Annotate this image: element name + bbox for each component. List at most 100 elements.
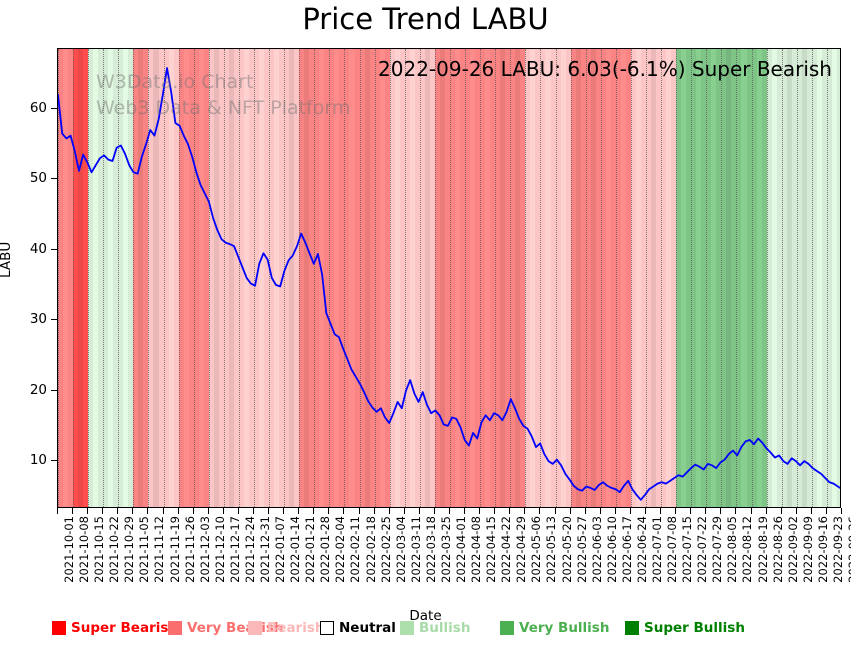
x-axis-tick-mark xyxy=(795,508,797,514)
x-axis-tick-mark xyxy=(449,508,450,514)
x-axis-tick-mark xyxy=(433,508,435,514)
x-axis-tick-mark xyxy=(690,508,692,514)
x-axis-tick-mark xyxy=(358,508,360,514)
gridline xyxy=(495,49,497,507)
sentiment-sub-band xyxy=(289,49,295,507)
x-axis-tick-mark xyxy=(569,508,571,514)
x-axis-tick-label: 2021-12-10 xyxy=(212,516,227,583)
x-axis-tick-mark xyxy=(599,508,601,514)
sentiment-sub-band xyxy=(228,49,234,507)
x-axis-tick-label: 2022-04-15 xyxy=(484,516,499,583)
y-axis-tick-label: 40 xyxy=(29,240,47,257)
x-axis-tick-mark xyxy=(313,508,315,514)
x-axis-tick-label: 2022-06-17 xyxy=(619,516,634,583)
sentiment-sub-band xyxy=(485,49,491,507)
gridline xyxy=(570,49,572,507)
x-axis-tick-label: 2021-10-08 xyxy=(77,516,92,583)
gridline xyxy=(419,49,421,507)
gridline xyxy=(389,49,391,507)
sentiment-sub-band xyxy=(138,49,144,507)
gridline xyxy=(600,49,602,507)
sentiment-sub-band xyxy=(650,49,657,507)
gridline xyxy=(706,49,708,507)
gridline xyxy=(314,49,316,507)
current-value-annotation: 2022-09-26 LABU: 6.03(-6.1%) Super Beari… xyxy=(378,57,832,81)
x-axis-tick-label: 2021-12-24 xyxy=(242,516,257,583)
x-axis-tick-mark xyxy=(614,508,616,514)
x-axis-tick-label: 2022-01-14 xyxy=(288,516,303,583)
sentiment-sub-band xyxy=(831,49,838,507)
sentiment-sub-band xyxy=(379,49,385,507)
sentiment-sub-band xyxy=(454,49,461,507)
legend-item-label: Very Bullish xyxy=(519,620,610,636)
legend-item[interactable]: Super Bullish xyxy=(625,620,745,636)
x-axis-tick-label: 2021-12-03 xyxy=(197,516,212,583)
sentiment-sub-band xyxy=(198,49,204,507)
gridline xyxy=(434,49,436,507)
gridline xyxy=(826,49,828,507)
x-axis-tick-label: 2022-08-19 xyxy=(755,516,770,583)
sentiment-sub-band xyxy=(545,49,551,507)
x-axis-tick-mark xyxy=(132,508,134,514)
x-axis-tick-mark xyxy=(780,508,782,514)
y-axis-tick-mark xyxy=(51,389,57,391)
x-axis-tick-label: 2022-03-04 xyxy=(393,516,408,583)
x-axis-tick-label: 2022-05-13 xyxy=(544,516,559,583)
legend-item[interactable]: Bullish xyxy=(400,620,470,636)
x-axis-tick-mark xyxy=(524,508,526,514)
x-axis-tick-mark xyxy=(147,508,149,514)
x-axis-tick-label: 2022-04-08 xyxy=(469,516,484,583)
gridline xyxy=(585,49,587,507)
x-axis-tick-mark xyxy=(373,508,375,514)
gridline xyxy=(148,49,150,507)
x-axis-tick-mark xyxy=(750,508,752,514)
legend-item[interactable]: Very Bullish xyxy=(500,620,609,636)
gridline xyxy=(404,49,406,507)
x-axis-tick-mark xyxy=(825,508,827,514)
gridline xyxy=(193,49,195,507)
sentiment-sub-band xyxy=(515,49,521,507)
x-axis-tick-mark xyxy=(841,508,842,514)
gridline xyxy=(646,49,647,507)
y-axis-tick-label: 50 xyxy=(29,170,47,187)
gridline xyxy=(781,49,783,507)
sentiment-sub-band xyxy=(409,49,415,507)
gridlines xyxy=(58,49,840,507)
x-axis-tick-label: 2022-09-09 xyxy=(800,516,815,583)
gridline xyxy=(238,49,240,507)
sentiment-sub-band xyxy=(696,49,702,507)
x-axis-tick-label: 2022-02-18 xyxy=(363,516,378,583)
labu-price-polyline xyxy=(58,67,840,501)
x-axis-tick-label: 2022-07-22 xyxy=(695,516,710,583)
x-axis-tick-label: 2022-05-27 xyxy=(574,516,589,583)
gridline xyxy=(208,49,210,507)
legend-item[interactable]: Neutral xyxy=(320,620,396,636)
legend-item[interactable]: Bearish xyxy=(248,620,325,636)
x-axis-tick-mark xyxy=(102,508,104,514)
x-axis-tick-mark xyxy=(283,508,285,514)
y-axis-tick-mark xyxy=(51,319,57,321)
x-axis-tick-label: 2021-11-12 xyxy=(152,516,167,583)
price-line-series xyxy=(58,67,840,501)
gridline xyxy=(73,49,75,507)
gridline xyxy=(480,49,482,507)
gridline xyxy=(766,49,768,507)
x-axis-tick-label: 2022-03-18 xyxy=(423,516,438,583)
gridline xyxy=(691,49,693,507)
x-axis-tick-mark xyxy=(509,508,511,514)
sentiment-sub-band xyxy=(123,49,129,507)
x-axis-tick-label: 2022-04-01 xyxy=(454,516,468,583)
sentiment-sub-band xyxy=(620,49,626,507)
y-axis-tick-mark xyxy=(51,460,57,462)
x-axis-tick-label: 2022-07-01 xyxy=(650,516,664,583)
x-axis-tick-label: 2021-11-26 xyxy=(182,516,197,583)
gridline xyxy=(299,49,301,507)
gridline xyxy=(615,49,617,507)
legend-item[interactable]: Super Bearish xyxy=(52,620,178,636)
x-axis-tick-label: 2022-08-26 xyxy=(770,516,785,583)
x-axis-tick-mark xyxy=(268,508,270,514)
legend-item-label: Super Bearish xyxy=(71,620,178,636)
legend-swatch-icon xyxy=(500,621,514,635)
sentiment-sub-band xyxy=(816,49,822,507)
